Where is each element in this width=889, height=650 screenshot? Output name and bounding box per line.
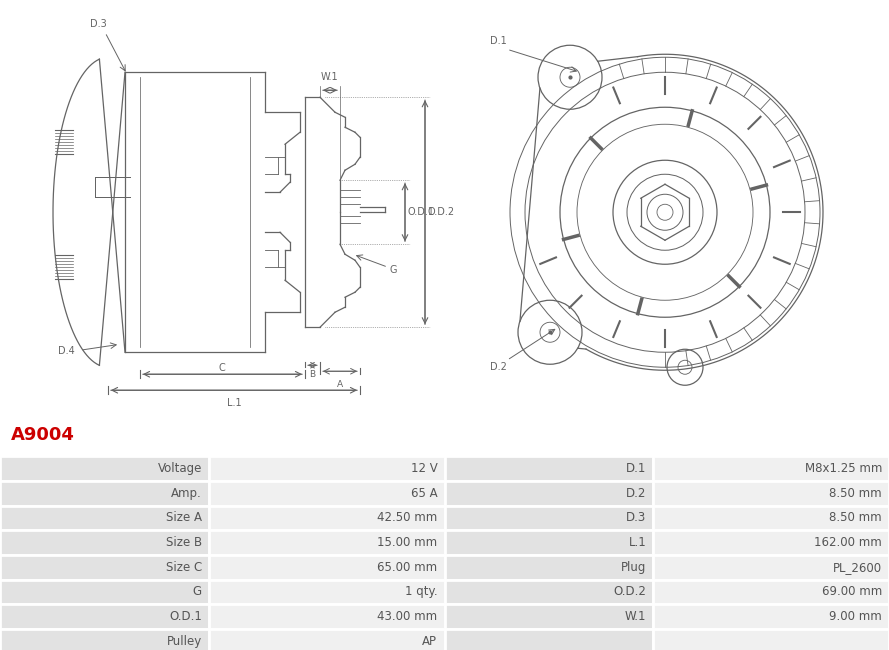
Bar [0, 530, 209, 555]
Text: 65 A: 65 A [411, 487, 437, 500]
Text: Size A: Size A [166, 512, 202, 525]
Text: 69.00 mm: 69.00 mm [821, 586, 882, 599]
Bar [209, 555, 444, 580]
Text: 8.50 mm: 8.50 mm [829, 487, 882, 500]
Bar [0, 506, 209, 530]
Text: D.2: D.2 [490, 362, 507, 372]
Text: 162.00 mm: 162.00 mm [814, 536, 882, 549]
Text: AP: AP [422, 635, 437, 648]
Text: D.3: D.3 [90, 20, 107, 29]
Text: 43.00 mm: 43.00 mm [377, 610, 437, 623]
Bar [444, 604, 653, 629]
Bar [653, 580, 889, 604]
Bar [0, 604, 209, 629]
Text: L.1: L.1 [227, 398, 241, 408]
Bar [444, 506, 653, 530]
Text: W.1: W.1 [320, 72, 338, 83]
Text: B: B [309, 370, 315, 379]
Bar [0, 580, 209, 604]
Text: Plug: Plug [621, 561, 646, 574]
Bar [209, 629, 444, 650]
Text: W.1: W.1 [625, 610, 646, 623]
Text: 8.50 mm: 8.50 mm [829, 512, 882, 525]
Bar [209, 580, 444, 604]
Text: C: C [219, 363, 226, 373]
Text: Voltage: Voltage [157, 462, 202, 475]
Text: Size B: Size B [165, 536, 202, 549]
Text: O.D.1: O.D.1 [169, 610, 202, 623]
Text: Pulley: Pulley [166, 635, 202, 648]
Bar [444, 580, 653, 604]
Text: O.D.2: O.D.2 [613, 586, 646, 599]
Text: D.2: D.2 [626, 487, 646, 500]
Text: Amp.: Amp. [171, 487, 202, 500]
Text: A: A [337, 380, 343, 389]
Text: M8x1.25 mm: M8x1.25 mm [805, 462, 882, 475]
Text: G: G [390, 265, 397, 275]
Text: 1 qty.: 1 qty. [404, 586, 437, 599]
Bar [444, 481, 653, 506]
Bar [209, 481, 444, 506]
Bar [653, 506, 889, 530]
Bar [209, 456, 444, 481]
Bar [653, 629, 889, 650]
Text: D.3: D.3 [626, 512, 646, 525]
Bar [0, 456, 209, 481]
Bar [444, 456, 653, 481]
Bar [653, 555, 889, 580]
Bar [653, 604, 889, 629]
Text: A9004: A9004 [11, 426, 75, 444]
Bar [444, 530, 653, 555]
Text: 15.00 mm: 15.00 mm [377, 536, 437, 549]
Text: O.D.2: O.D.2 [428, 207, 455, 217]
Bar [0, 481, 209, 506]
Text: 42.50 mm: 42.50 mm [377, 512, 437, 525]
Text: D.4: D.4 [58, 346, 75, 356]
Text: Size C: Size C [165, 561, 202, 574]
Bar [0, 629, 209, 650]
Text: L.1: L.1 [629, 536, 646, 549]
Bar [653, 456, 889, 481]
Text: D.1: D.1 [490, 36, 507, 46]
Text: 65.00 mm: 65.00 mm [377, 561, 437, 574]
Text: 12 V: 12 V [411, 462, 437, 475]
Bar [444, 555, 653, 580]
Bar [209, 506, 444, 530]
Bar [444, 629, 653, 650]
Bar [0, 555, 209, 580]
Bar [209, 604, 444, 629]
Bar [653, 530, 889, 555]
Text: D.1: D.1 [626, 462, 646, 475]
Bar [209, 530, 444, 555]
Text: PL_2600: PL_2600 [833, 561, 882, 574]
Text: 9.00 mm: 9.00 mm [829, 610, 882, 623]
Text: G: G [193, 586, 202, 599]
Bar [653, 481, 889, 506]
Text: O.D.1: O.D.1 [408, 207, 435, 217]
